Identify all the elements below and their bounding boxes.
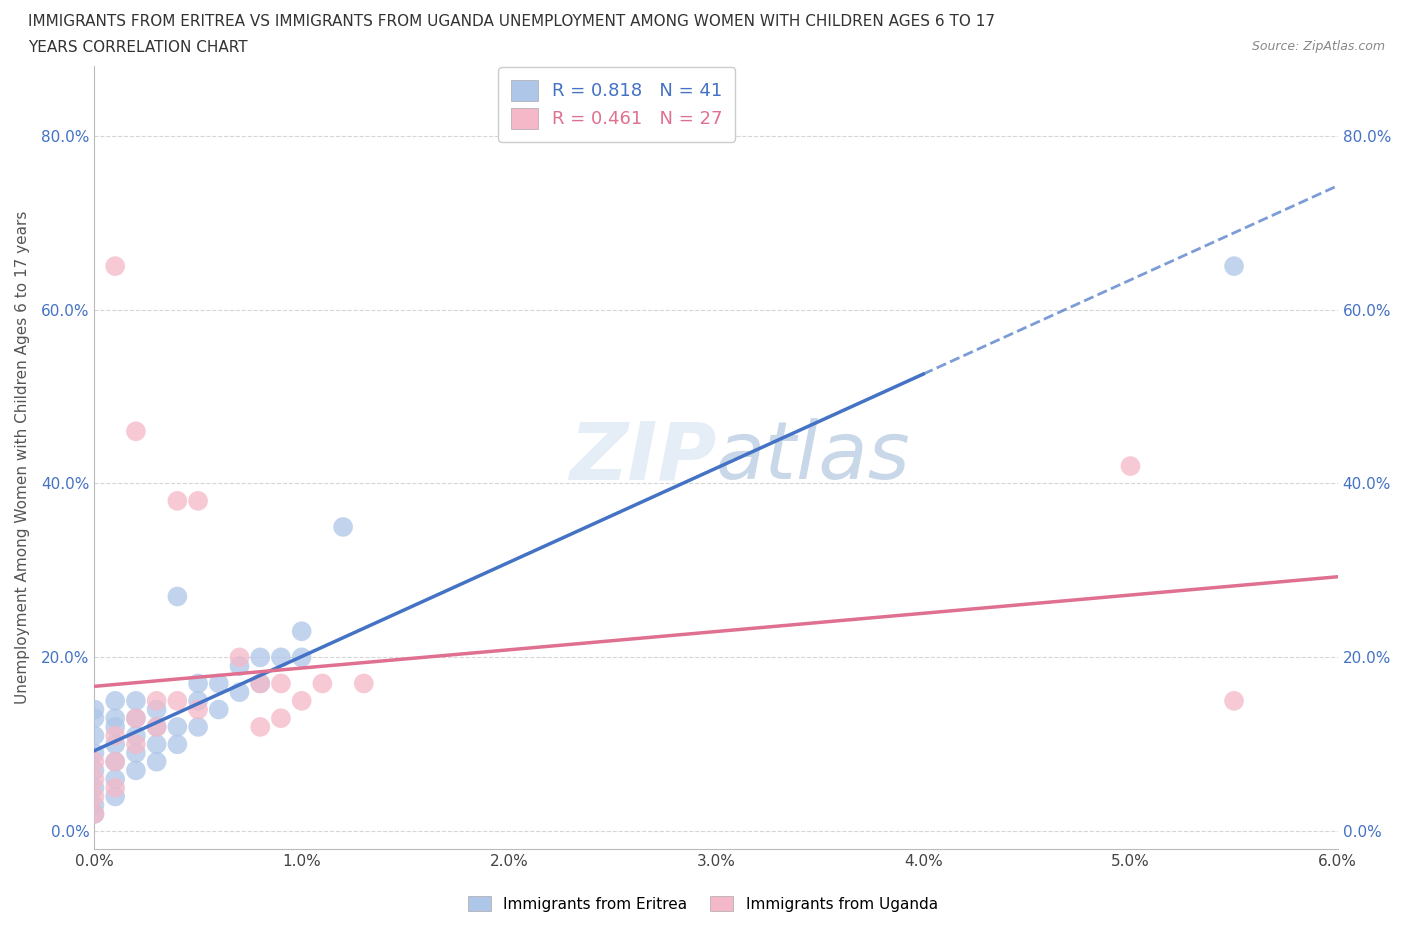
Point: [83, 711, 105, 725]
Point: [83, 806, 105, 821]
Point: [125, 424, 148, 439]
Point: [166, 589, 188, 604]
Text: IMMIGRANTS FROM ERITREA VS IMMIGRANTS FROM UGANDA UNEMPLOYMENT AMONG WOMEN WITH : IMMIGRANTS FROM ERITREA VS IMMIGRANTS FR…: [28, 14, 995, 29]
Point: [83, 728, 105, 743]
Text: Source: ZipAtlas.com: Source: ZipAtlas.com: [1251, 40, 1385, 53]
Point: [104, 728, 127, 743]
Point: [104, 789, 127, 804]
Point: [125, 711, 148, 725]
Y-axis label: Unemployment Among Women with Children Ages 6 to 17 years: Unemployment Among Women with Children A…: [15, 211, 30, 704]
Point: [208, 702, 231, 717]
Point: [83, 780, 105, 795]
Point: [291, 650, 314, 665]
Point: [166, 494, 188, 509]
Point: [83, 763, 105, 777]
Point: [125, 711, 148, 725]
Point: [145, 737, 167, 751]
Legend: R = 0.818   N = 41, R = 0.461   N = 27: R = 0.818 N = 41, R = 0.461 N = 27: [498, 67, 735, 141]
Point: [104, 772, 127, 787]
Point: [125, 737, 148, 751]
Text: YEARS CORRELATION CHART: YEARS CORRELATION CHART: [28, 40, 247, 55]
Point: [145, 694, 167, 709]
Point: [249, 676, 271, 691]
Point: [187, 676, 209, 691]
Point: [83, 806, 105, 821]
Point: [270, 676, 292, 691]
Point: [145, 720, 167, 735]
Point: [104, 737, 127, 751]
Point: [104, 259, 127, 273]
Point: [104, 780, 127, 795]
Point: [166, 694, 188, 709]
Point: [125, 746, 148, 761]
Point: [1223, 694, 1246, 709]
Point: [187, 694, 209, 709]
Point: [104, 754, 127, 769]
Point: [249, 720, 271, 735]
Point: [270, 711, 292, 725]
Point: [187, 494, 209, 509]
Point: [104, 694, 127, 709]
Point: [166, 720, 188, 735]
Text: atlas: atlas: [716, 418, 911, 497]
Point: [125, 763, 148, 777]
Point: [145, 702, 167, 717]
Point: [83, 772, 105, 787]
Point: [249, 650, 271, 665]
Point: [1223, 259, 1246, 273]
Point: [208, 676, 231, 691]
Point: [104, 711, 127, 725]
Point: [353, 676, 375, 691]
Point: [249, 676, 271, 691]
Point: [145, 720, 167, 735]
Point: [83, 702, 105, 717]
Legend: Immigrants from Eritrea, Immigrants from Uganda: Immigrants from Eritrea, Immigrants from…: [463, 889, 943, 918]
Point: [83, 798, 105, 813]
Text: ZIP: ZIP: [568, 418, 716, 497]
Point: [291, 624, 314, 639]
Point: [332, 520, 354, 535]
Point: [166, 737, 188, 751]
Point: [145, 754, 167, 769]
Point: [270, 650, 292, 665]
Point: [228, 684, 250, 699]
Point: [228, 650, 250, 665]
Point: [1119, 458, 1142, 473]
Point: [83, 746, 105, 761]
Point: [291, 694, 314, 709]
Point: [125, 694, 148, 709]
Point: [104, 720, 127, 735]
Point: [83, 754, 105, 769]
Point: [125, 728, 148, 743]
Point: [187, 720, 209, 735]
Point: [228, 658, 250, 673]
Point: [83, 789, 105, 804]
Point: [187, 702, 209, 717]
Point: [104, 754, 127, 769]
Point: [311, 676, 333, 691]
